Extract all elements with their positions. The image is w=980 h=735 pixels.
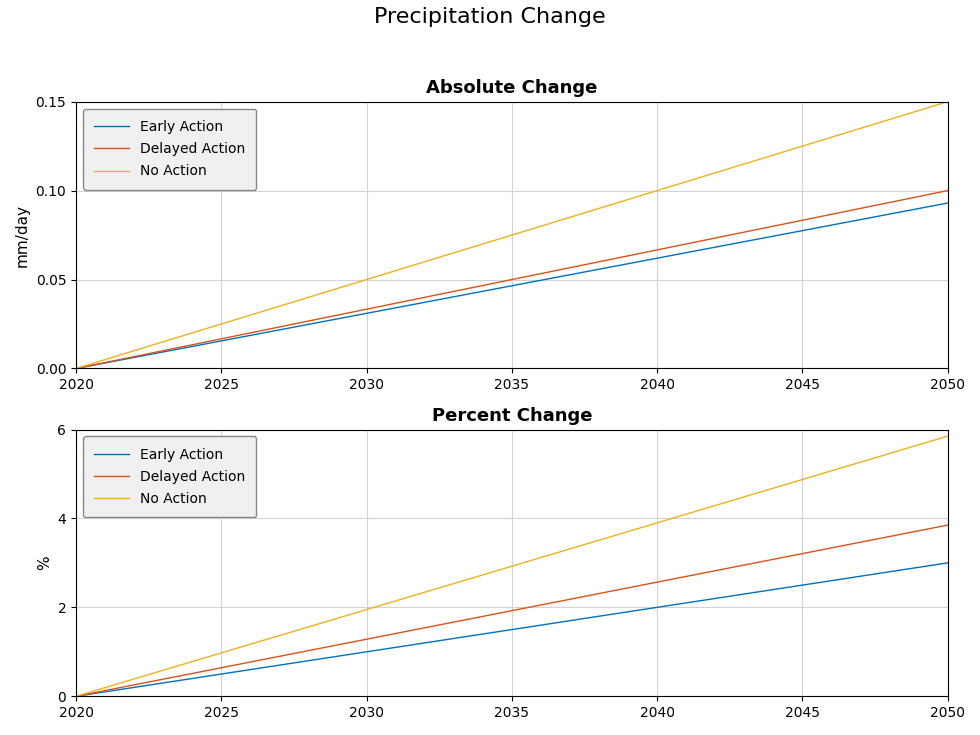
Delayed Action xyxy=(604,255,615,264)
Delayed Action xyxy=(71,364,82,373)
Delayed Action xyxy=(604,587,615,596)
No Action xyxy=(71,364,82,373)
Line: Delayed Action: Delayed Action xyxy=(76,525,948,696)
Early Action xyxy=(71,364,82,373)
Early Action xyxy=(586,266,598,275)
No Action xyxy=(805,473,816,481)
Line: No Action: No Action xyxy=(76,101,948,368)
Early Action xyxy=(71,692,82,700)
Delayed Action xyxy=(860,203,872,212)
Line: No Action: No Action xyxy=(76,436,948,696)
Text: Precipitation Change: Precipitation Change xyxy=(374,7,606,27)
No Action xyxy=(74,363,85,372)
No Action xyxy=(586,206,598,215)
No Action xyxy=(589,205,601,214)
Delayed Action xyxy=(589,590,601,599)
Early Action xyxy=(805,579,816,588)
Early Action xyxy=(604,610,615,619)
Delayed Action xyxy=(805,548,816,556)
Early Action xyxy=(589,265,601,274)
Title: Absolute Change: Absolute Change xyxy=(426,79,598,98)
Early Action xyxy=(586,613,598,622)
No Action xyxy=(942,431,954,440)
No Action xyxy=(860,456,872,465)
Delayed Action xyxy=(71,692,82,700)
Legend: Early Action, Delayed Action, No Action: Early Action, Delayed Action, No Action xyxy=(83,109,257,190)
Early Action xyxy=(942,559,954,567)
No Action xyxy=(71,692,82,700)
Early Action xyxy=(604,263,615,272)
Delayed Action xyxy=(586,259,598,268)
Early Action xyxy=(589,612,601,621)
Delayed Action xyxy=(589,258,601,267)
No Action xyxy=(942,97,954,106)
Delayed Action xyxy=(942,520,954,529)
Early Action xyxy=(74,692,85,700)
Legend: Early Action, Delayed Action, No Action: Early Action, Delayed Action, No Action xyxy=(83,437,257,517)
Early Action xyxy=(860,214,872,223)
No Action xyxy=(74,691,85,700)
Early Action xyxy=(860,571,872,580)
Early Action xyxy=(805,225,816,234)
No Action xyxy=(604,201,615,209)
Line: Early Action: Early Action xyxy=(76,563,948,696)
Delayed Action xyxy=(860,537,872,545)
Delayed Action xyxy=(942,186,954,195)
Y-axis label: %: % xyxy=(37,556,52,570)
Early Action xyxy=(74,364,85,373)
No Action xyxy=(860,122,872,131)
Line: Delayed Action: Delayed Action xyxy=(76,190,948,368)
No Action xyxy=(604,533,615,542)
No Action xyxy=(805,139,816,148)
No Action xyxy=(589,537,601,546)
Title: Percent Change: Percent Change xyxy=(431,407,592,426)
No Action xyxy=(586,538,598,547)
Line: Early Action: Early Action xyxy=(76,203,948,368)
Delayed Action xyxy=(74,692,85,700)
Delayed Action xyxy=(74,364,85,373)
Delayed Action xyxy=(805,214,816,223)
Y-axis label: mm/day: mm/day xyxy=(15,204,30,267)
Early Action xyxy=(942,198,954,207)
Delayed Action xyxy=(586,590,598,599)
